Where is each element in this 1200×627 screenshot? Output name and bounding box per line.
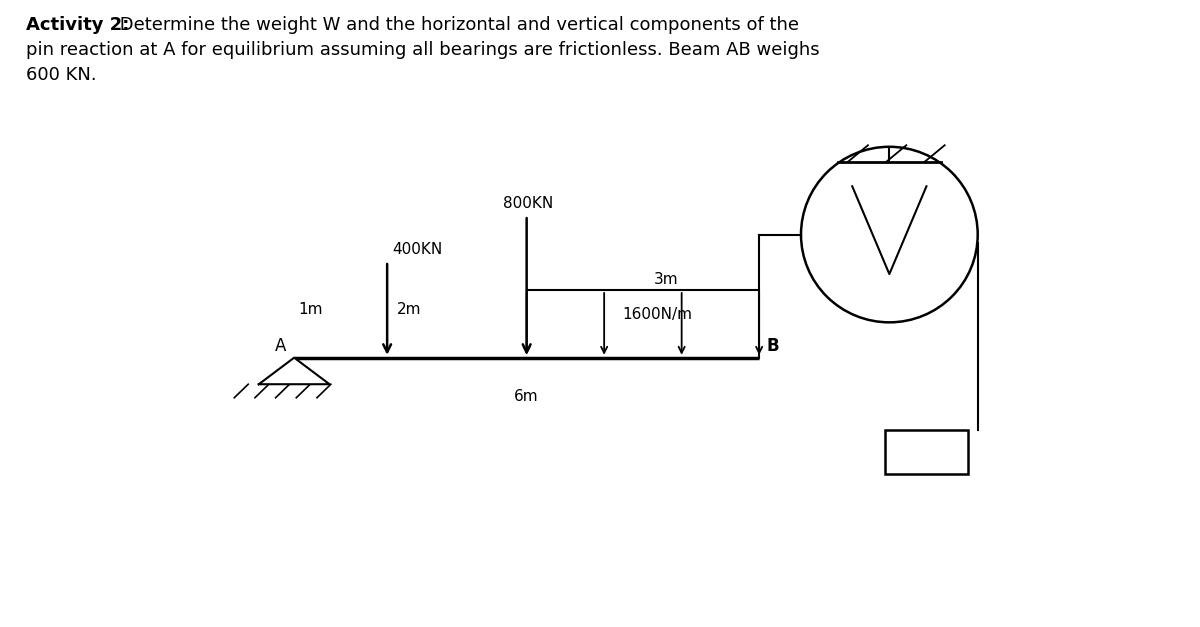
- Text: 800KN: 800KN: [504, 196, 553, 211]
- Text: pin reaction at A for equilibrium assuming all bearings are frictionless. Beam A: pin reaction at A for equilibrium assumi…: [26, 41, 820, 59]
- Text: 1600N/m: 1600N/m: [622, 307, 692, 322]
- Text: 6m: 6m: [515, 389, 539, 404]
- Text: B: B: [767, 337, 779, 356]
- Text: 2m: 2m: [396, 302, 421, 317]
- Text: Determine the weight W and the horizontal and vertical components of the: Determine the weight W and the horizonta…: [114, 16, 799, 34]
- Text: 3m: 3m: [654, 272, 678, 287]
- Polygon shape: [259, 357, 330, 384]
- Text: 1m: 1m: [299, 302, 323, 317]
- Text: 600 KN.: 600 KN.: [26, 66, 97, 84]
- Bar: [884, 430, 968, 473]
- Text: W: W: [918, 443, 936, 461]
- Text: 400KN: 400KN: [391, 242, 442, 257]
- Text: A: A: [275, 337, 287, 356]
- Text: Activity 2:: Activity 2:: [26, 16, 130, 34]
